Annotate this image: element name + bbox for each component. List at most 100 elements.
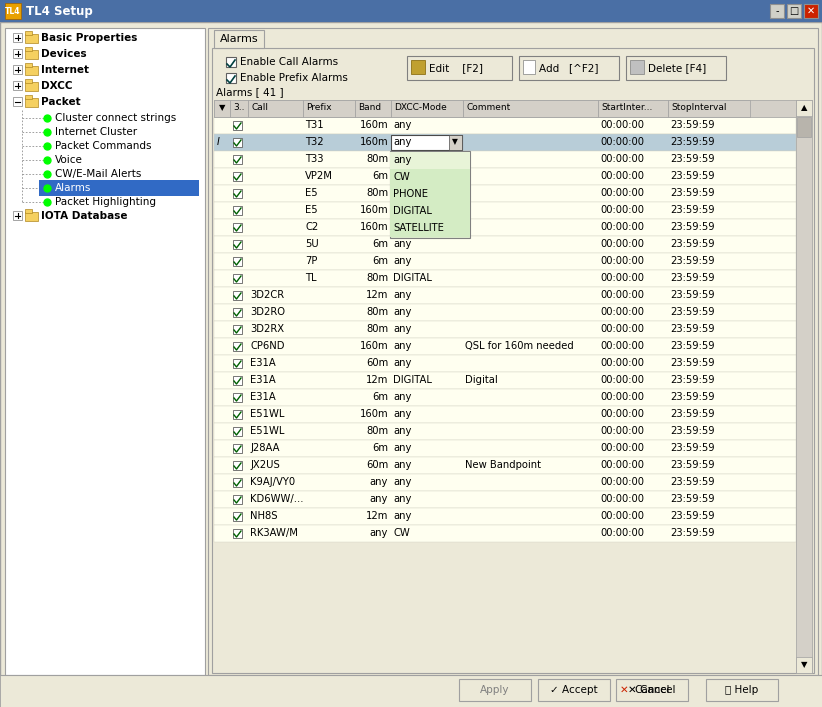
Bar: [25, 34, 38, 43]
Text: 23:59:59: 23:59:59: [670, 171, 714, 181]
Text: 00:00:00: 00:00:00: [600, 443, 644, 453]
Bar: [233, 138, 242, 147]
Bar: [25, 31, 32, 35]
Bar: [598, 100, 668, 117]
Bar: [25, 66, 38, 75]
Bar: [233, 444, 242, 453]
Text: 00:00:00: 00:00:00: [600, 358, 644, 368]
Text: Packet Highlighting: Packet Highlighting: [55, 197, 156, 207]
Text: 12m: 12m: [366, 290, 388, 300]
Text: Voice: Voice: [55, 155, 83, 165]
Text: E51WL: E51WL: [250, 409, 284, 419]
Text: 80m: 80m: [366, 324, 388, 334]
Bar: [214, 134, 796, 151]
Bar: [13, 211, 22, 220]
Text: -: -: [775, 6, 778, 16]
Bar: [25, 47, 32, 51]
Bar: [214, 338, 796, 355]
Bar: [233, 376, 242, 385]
Bar: [0, 0, 822, 22]
Text: Prefix: Prefix: [306, 103, 331, 112]
Bar: [25, 209, 32, 213]
Text: 23:59:59: 23:59:59: [670, 137, 714, 147]
Text: any: any: [370, 477, 388, 487]
Bar: [626, 56, 726, 80]
Bar: [13, 81, 22, 90]
Bar: [13, 33, 22, 42]
Text: E51WL: E51WL: [250, 426, 284, 436]
Text: T33: T33: [305, 154, 324, 164]
Text: RK3AW/M: RK3AW/M: [250, 528, 298, 538]
Bar: [0, 675, 822, 707]
Bar: [25, 95, 32, 99]
Text: 23:59:59: 23:59:59: [670, 358, 714, 368]
Text: any: any: [393, 392, 411, 402]
Bar: [233, 512, 242, 521]
Text: 23:59:59: 23:59:59: [670, 273, 714, 283]
Text: T31: T31: [305, 120, 324, 130]
Bar: [303, 100, 355, 117]
Text: any: any: [393, 358, 411, 368]
Bar: [449, 135, 462, 150]
Text: 00:00:00: 00:00:00: [600, 528, 644, 538]
Text: Internet Cluster: Internet Cluster: [55, 127, 137, 137]
Text: E31A: E31A: [250, 375, 275, 385]
Text: 00:00:00: 00:00:00: [600, 426, 644, 436]
Text: 6m: 6m: [372, 239, 388, 249]
Text: 3D2RX: 3D2RX: [250, 324, 284, 334]
Bar: [233, 427, 242, 436]
Text: StartInter...: StartInter...: [601, 103, 653, 112]
Text: Alarms: Alarms: [55, 183, 91, 193]
Text: VP2M: VP2M: [305, 171, 333, 181]
Text: 23:59:59: 23:59:59: [670, 426, 714, 436]
Bar: [208, 28, 818, 675]
Bar: [214, 202, 796, 219]
Text: 23:59:59: 23:59:59: [670, 154, 714, 164]
Text: 00:00:00: 00:00:00: [600, 290, 644, 300]
Text: 80m: 80m: [366, 307, 388, 317]
Text: Delete [F4]: Delete [F4]: [648, 63, 706, 73]
Bar: [226, 73, 236, 83]
Text: StopInterval: StopInterval: [671, 103, 727, 112]
Bar: [796, 100, 812, 116]
Text: any: any: [370, 494, 388, 504]
Bar: [5, 28, 205, 675]
Text: 80m: 80m: [366, 188, 388, 198]
Text: any: any: [393, 120, 411, 130]
Bar: [233, 189, 242, 198]
Text: 23:59:59: 23:59:59: [670, 494, 714, 504]
Text: any: any: [393, 494, 411, 504]
Bar: [25, 212, 38, 221]
Text: 00:00:00: 00:00:00: [600, 137, 644, 147]
Text: JX2US: JX2US: [250, 460, 279, 470]
Text: E5: E5: [305, 205, 317, 215]
Bar: [523, 60, 535, 74]
Text: 00:00:00: 00:00:00: [600, 205, 644, 215]
Text: New Bandpoint: New Bandpoint: [465, 460, 541, 470]
Bar: [214, 355, 796, 372]
Text: NH8S: NH8S: [250, 511, 278, 521]
Text: 00:00:00: 00:00:00: [600, 222, 644, 232]
Bar: [233, 274, 242, 283]
Bar: [233, 172, 242, 181]
Text: Call: Call: [251, 103, 268, 112]
Text: 23:59:59: 23:59:59: [670, 256, 714, 266]
Text: 160m: 160m: [359, 409, 388, 419]
Text: 23:59:59: 23:59:59: [670, 392, 714, 402]
Text: Edit    [F2]: Edit [F2]: [429, 63, 483, 73]
Text: ▼: ▼: [801, 660, 807, 670]
Text: C2: C2: [305, 222, 318, 232]
Text: I: I: [217, 137, 219, 147]
Text: 00:00:00: 00:00:00: [600, 307, 644, 317]
Text: QSL for 160m needed: QSL for 160m needed: [465, 341, 574, 351]
Text: 80m: 80m: [366, 154, 388, 164]
Bar: [390, 169, 470, 186]
Bar: [233, 529, 242, 538]
Text: 3D2RO: 3D2RO: [250, 307, 285, 317]
Text: J28AA: J28AA: [250, 443, 279, 453]
Text: Basic Properties: Basic Properties: [41, 33, 137, 43]
Text: E31A: E31A: [250, 392, 275, 402]
Bar: [407, 56, 512, 80]
Text: TL: TL: [305, 273, 316, 283]
Text: any: any: [393, 222, 411, 232]
